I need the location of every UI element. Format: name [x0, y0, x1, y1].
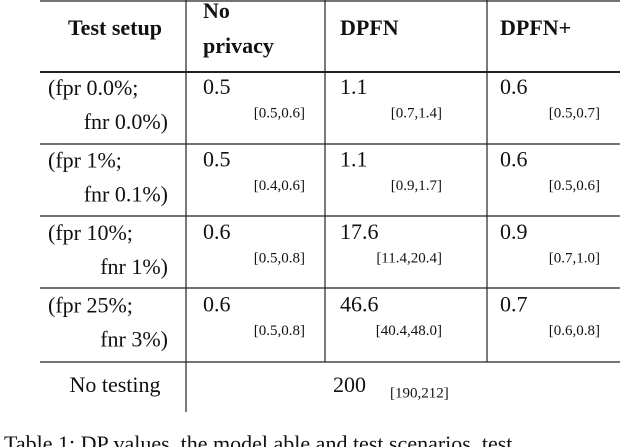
caption: Table 1: DP values, the model able and t…	[4, 431, 512, 447]
value: 0.5	[203, 74, 231, 99]
interval: [0.6,0.8]	[549, 323, 600, 339]
row-label: fnr 3%)	[100, 327, 168, 352]
interval: [0.5,0.8]	[254, 323, 305, 339]
header: DPFN+	[500, 15, 571, 40]
value: 1.1	[340, 74, 368, 99]
value: 0.5	[203, 147, 231, 172]
interval: [0.7,1.4]	[391, 105, 442, 121]
value: 200	[333, 372, 366, 397]
value: 0.6	[203, 292, 231, 317]
row-label: (fpr 25%;	[48, 293, 133, 318]
interval: [0.5,0.6]	[254, 105, 305, 121]
interval: [0.5,0.6]	[549, 178, 600, 194]
value: 0.7	[500, 292, 528, 317]
row-label: (fpr 0.0%;	[48, 75, 138, 100]
row-label: fnr 1%)	[100, 254, 168, 279]
header: DPFN	[340, 15, 399, 40]
interval: [0.7,1.0]	[549, 250, 600, 266]
value: 0.6	[203, 219, 231, 244]
interval: [0.4,0.6]	[254, 178, 305, 194]
row-label: fnr 0.0%)	[84, 109, 168, 134]
interval: [40.4,48.0]	[376, 323, 442, 339]
interval: [0.9,1.7]	[391, 178, 442, 194]
interval: [190,212]	[390, 385, 449, 401]
row-label: No testing	[69, 372, 160, 397]
row-label: fnr 0.1%)	[84, 182, 168, 207]
interval: [0.5,0.7]	[549, 105, 600, 121]
header: No	[203, 0, 230, 23]
row-label: (fpr 10%;	[48, 220, 133, 245]
value: 0.9	[500, 219, 528, 244]
value: 17.6	[340, 219, 379, 244]
row-label: (fpr 1%;	[48, 148, 122, 173]
header: Test setup	[68, 15, 162, 40]
value: 0.6	[500, 147, 528, 172]
interval: [0.5,0.8]	[254, 250, 305, 266]
value: 46.6	[340, 292, 379, 317]
header: privacy	[203, 33, 274, 58]
value: 1.1	[340, 147, 368, 172]
value: 0.6	[500, 74, 528, 99]
interval: [11.4,20.4]	[376, 250, 442, 266]
